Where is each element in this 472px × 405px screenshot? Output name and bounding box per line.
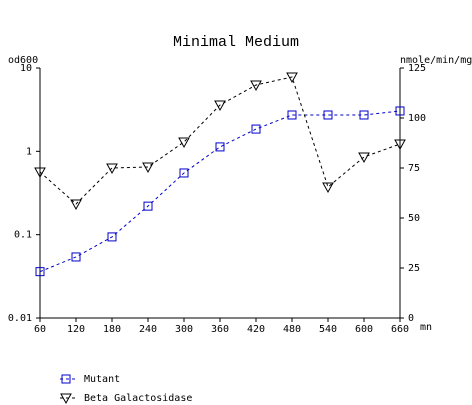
legend-marker [61, 374, 71, 384]
marker [106, 163, 118, 175]
y-tick-label: 0.1 [14, 230, 32, 241]
marker [70, 199, 82, 211]
y2-axis-label: nmole/min/mg [400, 55, 472, 66]
marker [214, 100, 226, 112]
y-tick-label: 10 [20, 63, 32, 74]
y-axis-label: od600 [8, 55, 38, 66]
legend-label: Mutant [84, 374, 120, 385]
y-tick-label: 1 [26, 146, 32, 157]
marker [35, 267, 45, 277]
marker [215, 142, 225, 152]
y2-tick-label: 50 [408, 213, 420, 224]
marker [142, 162, 154, 174]
series-line [39, 76, 401, 205]
x-tick-label: 180 [103, 324, 121, 335]
x-tick-label: 600 [355, 324, 373, 335]
y-tick-label: 0.01 [8, 313, 32, 324]
x-tick-label: 660 [391, 324, 409, 335]
x-tick-label: 480 [283, 324, 301, 335]
y2-tick-label: 125 [408, 63, 426, 74]
x-tick-label: 240 [139, 324, 157, 335]
marker [143, 201, 153, 211]
marker [179, 168, 189, 178]
marker [395, 106, 405, 116]
legend-marker [60, 393, 72, 405]
marker [359, 110, 369, 120]
series-line [39, 110, 401, 273]
x-tick-label: 300 [175, 324, 193, 335]
x-tick-label: 120 [67, 324, 85, 335]
marker [287, 110, 297, 120]
x-tick-label: 60 [34, 324, 46, 335]
marker [250, 80, 262, 92]
x-tick-label: 540 [319, 324, 337, 335]
marker [71, 252, 81, 262]
marker [322, 182, 334, 194]
y2-tick-label: 0 [408, 313, 414, 324]
legend-label: Beta Galactosidase [84, 393, 192, 404]
x-tick-label: 360 [211, 324, 229, 335]
marker [251, 124, 261, 134]
marker [107, 232, 117, 242]
chart-title: Minimal Medium [173, 34, 299, 51]
marker [286, 72, 298, 84]
x-axis-label: mn [420, 322, 432, 333]
y2-tick-label: 25 [408, 263, 420, 274]
marker [34, 167, 46, 179]
marker [178, 137, 190, 149]
x-tick-label: 420 [247, 324, 265, 335]
marker [394, 139, 406, 151]
marker [358, 152, 370, 164]
marker [323, 110, 333, 120]
y2-tick-label: 100 [408, 113, 426, 124]
y2-tick-label: 75 [408, 163, 420, 174]
